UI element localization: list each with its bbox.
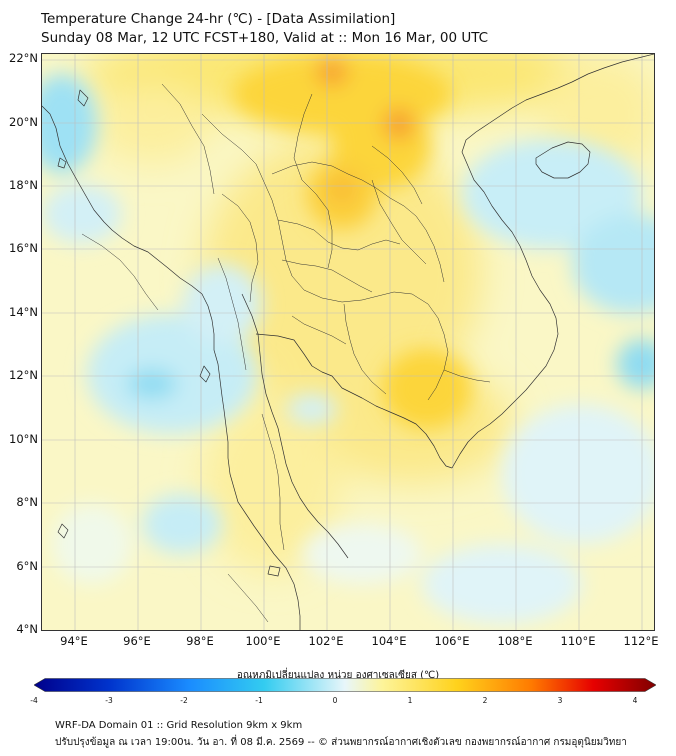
colorbar-gradient (34, 678, 656, 692)
lon-label-94: 94°E (60, 634, 88, 648)
temperature-field-map (42, 54, 654, 630)
lon-label-98: 98°E (186, 634, 214, 648)
lon-label-106: 106°E (434, 634, 470, 648)
lat-label-4: 4°N (16, 622, 38, 636)
colorbar-tick: 2 (482, 696, 488, 705)
lon-label-110: 110°E (560, 634, 596, 648)
map-title: Temperature Change 24-hr (℃) - [Data Ass… (41, 11, 396, 27)
admin-borders (81, 83, 491, 623)
lat-label-18: 18°N (9, 178, 38, 192)
lat-label-22: 22°N (9, 51, 38, 65)
map-subtitle: Sunday 08 Mar, 12 UTC FCST+180, Valid at… (41, 30, 489, 46)
coastlines (42, 54, 654, 630)
map-panel[interactable] (41, 53, 655, 631)
colorbar-tick: 1 (407, 696, 413, 705)
graticule (42, 54, 654, 630)
colorbar-tick: -3 (105, 696, 113, 705)
lon-label-102: 102°E (308, 634, 344, 648)
lat-label-8: 8°N (16, 495, 38, 509)
lon-label-100: 100°E (245, 634, 281, 648)
hot-spots-layer (232, 54, 472, 429)
lon-label-96: 96°E (123, 634, 151, 648)
footer-credit: ปรับปรุงข้อมูล ณ เวลา 19:00น. วัน อา. ที… (55, 737, 627, 748)
lat-label-14: 14°N (9, 305, 38, 319)
lon-label-104: 104°E (371, 634, 407, 648)
colorbar-tick: 0 (332, 696, 338, 705)
lat-label-20: 20°N (9, 115, 38, 129)
colorbar-tick: 4 (632, 696, 638, 705)
colorbar-tick: 3 (557, 696, 563, 705)
colorbar (34, 678, 656, 692)
footer-model-info: WRF-DA Domain 01 :: Grid Resolution 9km … (55, 720, 303, 731)
lat-label-12: 12°N (9, 368, 38, 382)
cool-field-layer (42, 74, 654, 624)
lon-label-112: 112°E (623, 634, 659, 648)
colorbar-title: อุณหภูมิเปลี่ยนแปลง หน่วย องศาเซลเซียส (… (236, 670, 440, 681)
lat-label-10: 10°N (9, 432, 38, 446)
colorbar-tick: -4 (30, 696, 38, 705)
lon-label-108: 108°E (497, 634, 533, 648)
lat-label-16: 16°N (9, 241, 38, 255)
colorbar-tick: -1 (255, 696, 263, 705)
colorbar-tick: -2 (180, 696, 188, 705)
lat-label-6: 6°N (16, 559, 38, 573)
